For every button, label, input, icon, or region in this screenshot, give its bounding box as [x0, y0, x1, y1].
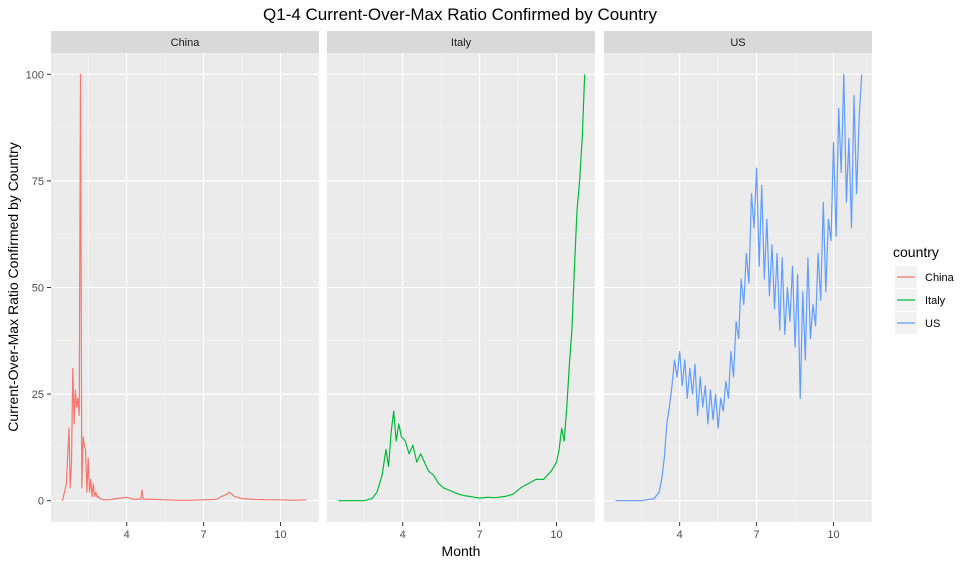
facet-panels: China 4 7 10 Italy 4 7 10 US 4 7 10	[51, 31, 873, 541]
x-axis-title: Month	[442, 543, 481, 559]
legend-label: US	[925, 318, 940, 330]
x-tick-label: 10	[274, 529, 286, 541]
x-tick-label: 10	[550, 529, 562, 541]
x-tick-label: 7	[201, 529, 207, 541]
x-tick-label: 10	[827, 529, 839, 541]
y-tick-label: 0	[38, 496, 44, 508]
facet-strip	[51, 31, 319, 53]
y-tick-label: 25	[32, 389, 44, 401]
facet-strip-label: Italy	[451, 37, 472, 49]
facet-strip	[327, 31, 595, 53]
legend: country China Italy US	[893, 244, 955, 334]
facet-strip-label: China	[171, 37, 201, 49]
x-tick-label: 4	[677, 529, 683, 541]
x-tick-label: 7	[477, 529, 483, 541]
panel-italy: Italy 4 7 10	[327, 31, 596, 541]
series-line-us	[615, 73, 863, 502]
legend-item-china: China	[895, 266, 955, 288]
y-tick-label: 50	[32, 283, 44, 295]
y-tick-label: 100	[26, 69, 44, 81]
panel-us: US 4 7 10	[604, 31, 873, 541]
y-axis-title: Current-Over-Max Ratio Confirmed by Coun…	[5, 142, 21, 431]
x-tick-label: 4	[400, 529, 406, 541]
y-tick-label: 75	[32, 176, 44, 188]
x-tick-label: 7	[754, 529, 760, 541]
facet-strip	[604, 31, 872, 53]
series-line-china	[61, 73, 307, 501]
facet-strip-label: US	[730, 37, 745, 49]
panel-china: China 4 7 10	[51, 31, 320, 541]
legend-item-us: US	[895, 312, 940, 334]
legend-label: China	[925, 272, 955, 284]
x-tick-label: 4	[124, 529, 130, 541]
legend-label: Italy	[925, 295, 946, 307]
y-axis: 0 25 50 75 100	[26, 69, 51, 508]
series-line-italy	[338, 74, 586, 502]
legend-title: country	[893, 244, 939, 260]
chart-title: Q1-4 Current-Over-Max Ratio Confirmed by…	[263, 5, 657, 24]
legend-item-italy: Italy	[895, 289, 946, 311]
